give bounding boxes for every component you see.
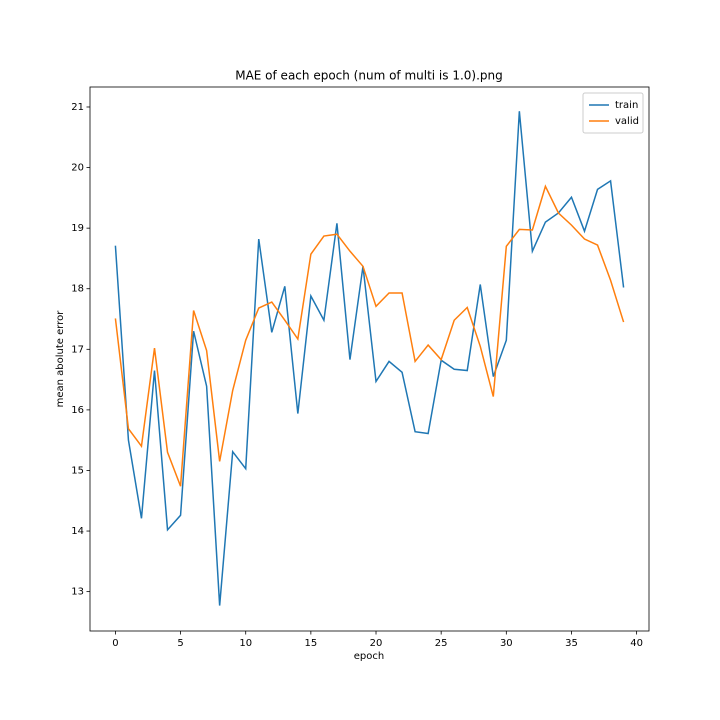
y-tick-label: 14: [71, 526, 84, 537]
x-tick-label: 30: [500, 638, 513, 649]
x-tick-label: 25: [435, 638, 448, 649]
line: [114, 111, 625, 606]
line: [114, 184, 625, 487]
x-axis-label: epoch: [354, 651, 384, 662]
x-tick-label: 40: [630, 638, 643, 649]
y-tick-label: 20: [71, 163, 84, 174]
x-tick-label: 10: [239, 638, 252, 649]
x-tick-label: 0: [112, 638, 118, 649]
x-tick-label: 35: [565, 638, 578, 649]
x-tick-label: 5: [177, 638, 183, 649]
y-tick-label: 15: [71, 465, 84, 476]
y-tick-label: 13: [71, 587, 84, 598]
legend-label: train: [615, 100, 638, 111]
y-tick-label: 18: [71, 284, 84, 295]
chart-title: MAE of each epoch (num of multi is 1.0).…: [235, 69, 503, 83]
y-tick-label: 21: [71, 102, 84, 113]
legend-box: [582, 92, 644, 134]
x-tick-label: 15: [304, 638, 317, 649]
y-tick-label: 17: [71, 344, 84, 355]
x-tick-label: 20: [370, 638, 383, 649]
plot-frame: [89, 86, 650, 632]
y-tick-label: 19: [71, 223, 84, 234]
legend-label: valid: [615, 116, 639, 127]
y-tick-label: 16: [71, 405, 84, 416]
y-axis-label: mean abolute error: [55, 310, 66, 408]
